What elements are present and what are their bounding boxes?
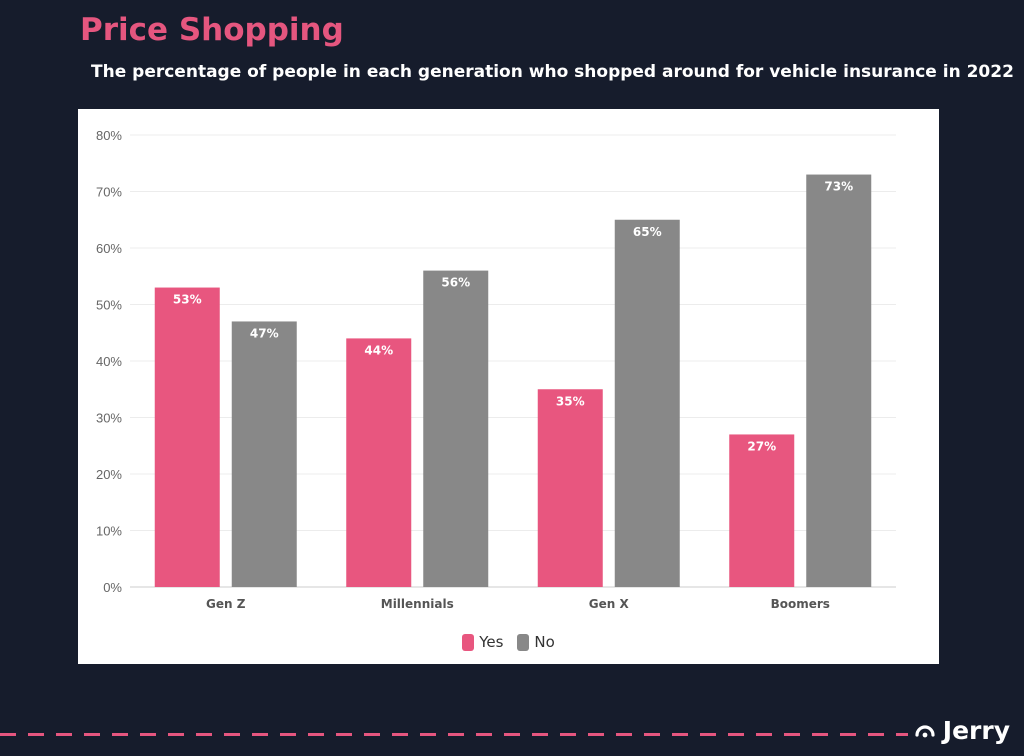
footer-dashed-divider	[0, 733, 908, 736]
chart-title: Price Shopping	[80, 12, 344, 48]
x-tick-label: Boomers	[771, 597, 830, 611]
y-tick-label: 70%	[96, 185, 122, 200]
bar-yes	[729, 434, 795, 587]
legend-swatch-no	[517, 633, 530, 651]
x-tick-label: Gen Z	[206, 597, 246, 611]
data-label: 56%	[441, 276, 470, 290]
bar-chart: 0% 10% 20% 30% 40% 50% 60% 70% 80% 53% 47% Gen Z 44%…	[96, 128, 896, 611]
legend-label-yes: Yes	[479, 633, 504, 651]
data-label: 44%	[364, 343, 393, 357]
y-tick-label: 60%	[96, 241, 122, 256]
data-label: 27%	[747, 439, 776, 453]
y-tick-label: 30%	[96, 411, 122, 426]
jerry-logo-icon	[915, 724, 935, 737]
data-label: 47%	[250, 326, 279, 340]
bar-yes	[154, 287, 220, 587]
y-tick-label: 80%	[96, 128, 122, 143]
legend-swatch-yes	[462, 633, 475, 651]
legend-item-no[interactable]: No	[517, 633, 555, 651]
bar-no	[806, 174, 872, 588]
y-tick-label: 20%	[96, 467, 122, 482]
y-tick-label: 50%	[96, 298, 122, 313]
data-label: 65%	[633, 225, 662, 239]
brand-name: Jerry	[942, 716, 1010, 745]
data-label: 35%	[556, 394, 585, 408]
data-label: 73%	[824, 180, 853, 194]
bar-yes	[346, 338, 412, 587]
y-tick-label: 40%	[96, 354, 122, 369]
bar-no	[614, 219, 680, 587]
chart-subtitle: The percentage of people in each generat…	[91, 62, 1014, 82]
chart-legend: Yes No	[78, 633, 939, 651]
chart-card: 0% 10% 20% 30% 40% 50% 60% 70% 80% 53% 47% Gen Z 44%…	[78, 109, 939, 664]
brand-logo[interactable]: Jerry	[913, 716, 1010, 745]
x-tick-label: Gen X	[589, 597, 630, 611]
x-tick-label: Millennials	[381, 597, 454, 611]
bar-no	[231, 321, 297, 587]
y-tick-label: 0%	[103, 580, 122, 595]
bar-yes	[537, 389, 603, 587]
legend-item-yes[interactable]: Yes	[462, 633, 503, 651]
y-tick-label: 10%	[96, 524, 122, 539]
legend-label-no: No	[534, 633, 555, 651]
bar-no	[423, 270, 489, 587]
data-label: 53%	[173, 293, 202, 307]
